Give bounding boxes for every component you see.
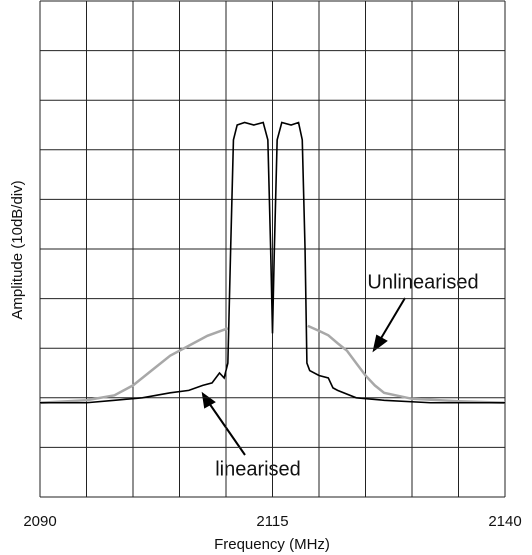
arrow-line <box>379 297 406 341</box>
x-tick-label: 2115 <box>256 513 288 530</box>
series-line <box>40 121 505 404</box>
annotation: linearised <box>215 458 301 480</box>
arrow-head <box>201 391 216 409</box>
x-axis-label: Frequency (MHz) <box>214 536 330 553</box>
y-axis-label: Amplitude (10dB/div) <box>9 180 26 319</box>
x-tick-label: 2090 <box>23 513 56 530</box>
arrow-head <box>372 334 388 353</box>
x-tick-label: 2140 <box>488 513 521 530</box>
arrow-line <box>208 402 246 456</box>
annotation: Unlinearised <box>367 271 478 293</box>
series-line <box>39 327 229 405</box>
series-line <box>307 324 506 405</box>
arrows <box>201 297 406 456</box>
